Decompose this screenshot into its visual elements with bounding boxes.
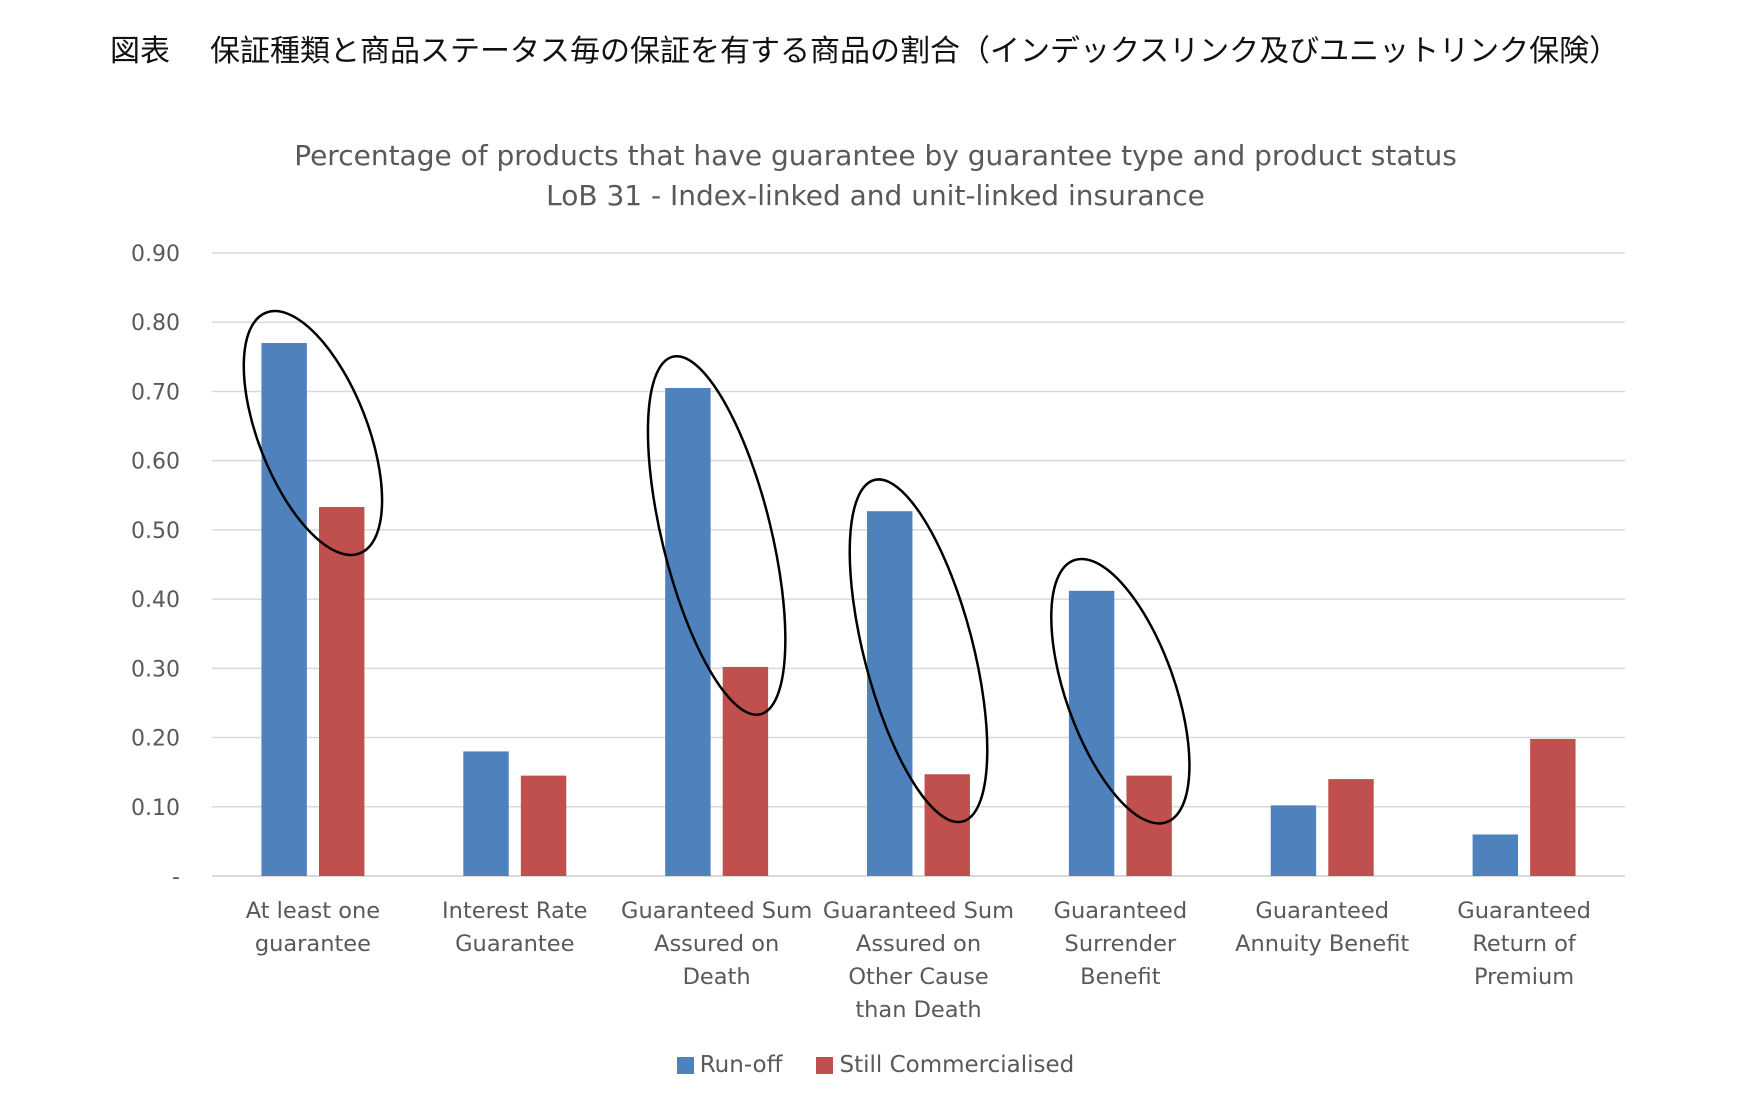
- y-tick-label: -: [172, 865, 180, 890]
- chart-legend: Run-off Still Commercialised: [0, 1052, 1751, 1078]
- y-tick-label: 0.70: [131, 380, 180, 405]
- highlight-ellipse: [242, 309, 384, 557]
- highlight-ellipse: [848, 478, 989, 824]
- legend-item-run-off: Run-off: [676, 1052, 783, 1078]
- y-tick-label: 0.60: [131, 450, 180, 475]
- x-tick-label: Guaranteed Return of Premium: [1457, 898, 1591, 990]
- figure-caption-label: 図表: [110, 34, 170, 69]
- bar-still-commercialised: [520, 775, 567, 876]
- highlight-ellipse: [646, 354, 787, 716]
- bar-still-commercialised: [722, 666, 769, 876]
- x-tick-label: Guaranteed Surrender Benefit: [1054, 898, 1188, 990]
- x-tick-label: Guaranteed Sum Assured on Other Cause than …: [823, 898, 1014, 1023]
- legend-swatch-run-off: [676, 1056, 694, 1074]
- bar-chart: - 0.10 0.20 0.30 0.40 0.50 0.60 0.70 0.80 0.90 At …: [131, 242, 1625, 1023]
- bar-run-off: [1068, 590, 1115, 876]
- highlight-ellipse: [1050, 557, 1191, 825]
- bar-still-commercialised: [1328, 779, 1374, 876]
- bar-still-commercialised: [318, 507, 365, 876]
- chart-title: Percentage of products that have guarant…: [294, 139, 1457, 172]
- legend-item-still-commercialised: Still Commercialised: [816, 1052, 1074, 1078]
- x-tick-label: Guaranteed Annuity Benefit: [1235, 898, 1409, 957]
- bar-run-off: [463, 751, 509, 876]
- y-tick-label: 0.50: [131, 519, 180, 544]
- bar-run-off: [665, 387, 711, 876]
- legend-label-still-commercialised: Still Commercialised: [839, 1052, 1075, 1078]
- y-tick-label: 0.80: [131, 311, 180, 336]
- legend-label-run-off: Run-off: [699, 1052, 783, 1078]
- bar-still-commercialised: [1530, 738, 1576, 876]
- x-tick-label: Guaranteed Sum Assured on Death: [621, 898, 812, 990]
- figure-caption-text: 保証種類と商品ステータス毎の保証を有する商品の割合（インデックスリンク及びユニッ…: [210, 34, 1620, 69]
- legend-swatch-still-commercialised: [816, 1056, 834, 1074]
- y-tick-label: 0.20: [131, 727, 180, 752]
- y-tick-label: 0.40: [131, 588, 180, 613]
- figure-caption: 図表 保証種類と商品ステータス毎の保証を有する商品の割合（インデックスリンク及び…: [110, 22, 1670, 82]
- x-tick-label: At least one guarantee: [246, 898, 380, 957]
- y-tick-label: 0.90: [131, 242, 180, 267]
- bar-still-commercialised: [924, 774, 970, 876]
- chart-subtitle: LoB 31 - Index-linked and unit-linked in…: [546, 179, 1205, 212]
- bar-still-commercialised: [1126, 775, 1172, 876]
- x-tick-label: Interest Rate Guarantee: [442, 898, 587, 957]
- bar-run-off: [261, 342, 307, 876]
- chart-title-block: Percentage of products that have guarant…: [0, 136, 1751, 216]
- bar-run-off: [1472, 834, 1519, 876]
- bar-run-off: [1270, 805, 1317, 876]
- y-tick-label: 0.30: [131, 657, 180, 682]
- y-tick-label: 0.10: [131, 796, 180, 821]
